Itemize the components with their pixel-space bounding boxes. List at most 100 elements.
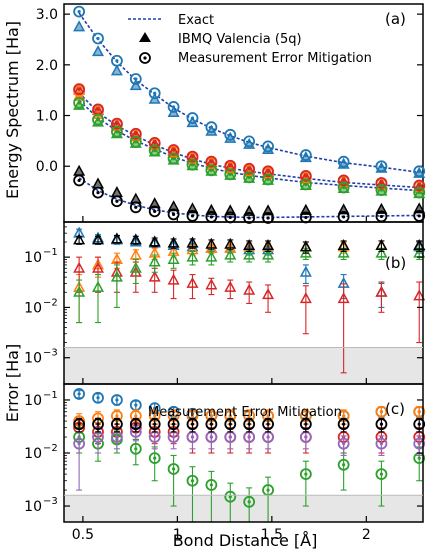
- a-mitigated-point-black-dot: [171, 212, 176, 216]
- a-ytick-label: 2.0: [36, 58, 58, 74]
- a-mitigated-point-level3-dot: [171, 157, 176, 161]
- a-mitigated-point-level0-dot: [342, 160, 346, 164]
- a-mitigated-point-black: [186, 210, 199, 222]
- b-point-black: [186, 236, 199, 248]
- a-ibmq-point-black: [186, 202, 199, 214]
- legend: Exact IBMQ Valencia (5q) Measurement Err…: [128, 13, 372, 66]
- a-mitigated-point-level0-dot: [153, 91, 157, 95]
- a-mitigated-point-level0: [262, 140, 274, 153]
- b-point-level2: [167, 273, 180, 285]
- a-mitigated-point-level3: [92, 113, 104, 126]
- c-point-level1-dot: [115, 414, 119, 418]
- c-point-black-dot: [209, 422, 213, 426]
- a-mitigated-point-level2-dot: [379, 181, 384, 185]
- a-ibmq-point-black: [299, 203, 312, 215]
- a-mitigated-point-level2: [73, 83, 86, 96]
- c-point-level4-dot: [228, 435, 232, 439]
- a-mitigated-point-level2: [111, 117, 123, 130]
- b-point-black: [337, 238, 350, 251]
- c-point-level3: [337, 458, 350, 471]
- a-mitigated-point-level3-dot: [115, 130, 119, 134]
- a-ytick-label: 3.0: [36, 7, 58, 23]
- c-point-level4-dot: [379, 442, 384, 446]
- c-ytick-exp: −3: [43, 496, 58, 507]
- a-mitigated-point-level2: [205, 155, 218, 168]
- a-mitigated-point-black: [73, 174, 86, 187]
- a-mitigated-point-level0-dot: [171, 105, 176, 109]
- b-ytick-label: 10: [24, 250, 42, 266]
- a-mitigated-point-level0-dot: [209, 125, 213, 129]
- c-point-black-dot: [96, 422, 100, 426]
- b-point-black: [91, 233, 105, 245]
- c-point-level4-dot: [190, 435, 195, 439]
- a-mitigated-point-level0: [243, 135, 256, 148]
- b-ytick-exp: −2: [43, 297, 58, 308]
- ylabel-energy: Energy Spectrum [Ha]: [3, 21, 22, 199]
- a-mitigated-point-level3: [186, 158, 199, 171]
- a-mitigated-point-black-dot: [417, 214, 421, 218]
- c-point-level0-dot: [153, 406, 157, 410]
- b-point-level3: [375, 246, 388, 258]
- c-point-level3: [186, 474, 199, 487]
- c-point-level4-dot: [153, 435, 157, 439]
- c-point-level4: [337, 437, 350, 450]
- a-ytick-label: 1.0: [36, 109, 58, 125]
- a-mitigated-point-level0: [111, 54, 123, 67]
- a-mitigated-point-level2-dot: [153, 141, 157, 145]
- a-mitigated-point-level0: [129, 73, 142, 85]
- b-point-level2: [148, 270, 161, 282]
- b-point-level3: [337, 246, 350, 258]
- c-point-black-dot: [304, 422, 308, 426]
- a-ytick-label: 0.0: [36, 159, 58, 175]
- c-point-level3: [148, 452, 161, 465]
- b-point-black: [148, 235, 161, 247]
- a-mitigated-point-level3-dot: [96, 117, 100, 122]
- c-point-black: [413, 418, 426, 431]
- a-mitigated-point-level3-dot: [379, 188, 384, 192]
- c-point-level4-dot: [209, 435, 213, 439]
- a-mitigated-point-level0-dot: [228, 133, 232, 137]
- c-point-level3: [224, 490, 237, 503]
- a-mitigated-point-level2-dot: [266, 169, 270, 173]
- c-point-level4-dot: [266, 435, 270, 439]
- b-point-level2: [299, 292, 312, 304]
- a-mitigated-point-level2-dot: [304, 174, 308, 178]
- a-mitigated-point-level3-dot: [190, 163, 195, 167]
- c-point-black-dot: [342, 422, 346, 426]
- c-point-level1-dot: [209, 414, 213, 418]
- a-ibmq-point-level0: [110, 64, 123, 76]
- a-mitigated-point-black-dot: [77, 178, 81, 183]
- a-mitigated-point-level2: [262, 165, 274, 178]
- ylabel-error: Error [Ha]: [3, 344, 22, 422]
- c-point-level3: [205, 479, 218, 491]
- b-point-level3: [205, 250, 218, 262]
- c-point-black: [73, 418, 86, 431]
- panel-b-label: (b): [385, 254, 406, 272]
- b-point-level3: [129, 261, 142, 273]
- c-point-level4-dot: [417, 442, 421, 446]
- c-point-level3-dot: [417, 456, 421, 460]
- a-mitigated-point-level3: [299, 178, 312, 191]
- a-mitigated-point-black-dot: [247, 216, 251, 220]
- a-mitigated-point-black-dot: [342, 215, 346, 219]
- c-point-level4-dot: [304, 435, 308, 439]
- b-point-black: [167, 236, 180, 248]
- b-point-black: [243, 238, 256, 251]
- c-point-level4: [413, 437, 426, 450]
- b-point-level2: [73, 261, 86, 273]
- c-point-level1-dot: [190, 414, 195, 418]
- c-point-black-dot: [379, 422, 384, 426]
- c-xtick-label: 1.5: [261, 527, 283, 543]
- c-point-level1-dot: [247, 414, 251, 418]
- a-ibmq-point-black: [337, 203, 350, 215]
- c-point-level3-dot: [153, 456, 157, 460]
- a-mitigated-point-level0: [186, 112, 199, 124]
- b-point-level3: [148, 255, 161, 267]
- a-mitigated-point-level0: [224, 128, 237, 141]
- c-point-level4-dot: [77, 442, 81, 446]
- c-point-level3-dot: [190, 479, 195, 483]
- a-ibmq-point-black: [148, 197, 161, 209]
- a-mitigated-point-black: [413, 210, 426, 222]
- a-mitigated-point-level3-dot: [209, 168, 213, 172]
- c-point-black-dot: [228, 422, 232, 426]
